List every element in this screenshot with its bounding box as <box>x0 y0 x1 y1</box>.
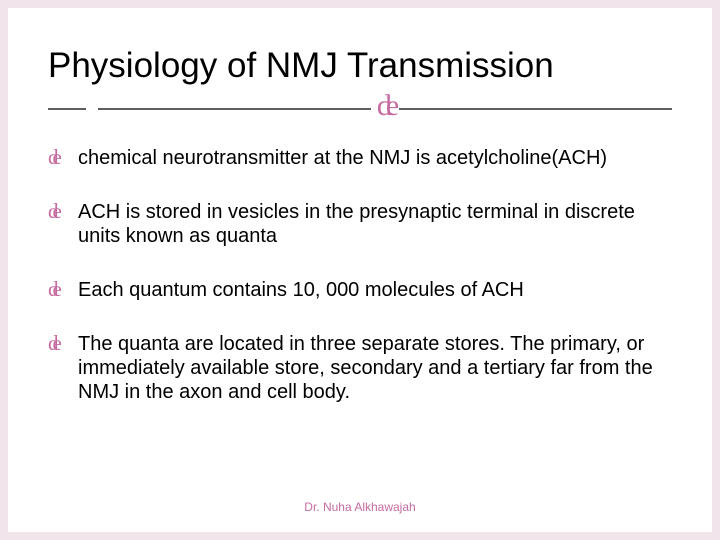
flourish-bullet-icon: de <box>48 333 56 354</box>
divider-line-right <box>399 108 672 110</box>
bullet-text: chemical neurotransmitter at the NMJ is … <box>78 147 607 169</box>
slide-title: Physiology of NMJ Transmission <box>48 46 672 86</box>
divider-line-left <box>98 108 371 110</box>
slide-footer: Dr. Nuha Alkhawajah <box>8 500 712 514</box>
flourish-bullet-icon: de <box>48 147 56 168</box>
list-item: de The quanta are located in three separ… <box>48 332 672 404</box>
bullet-text: Each quantum contains 10, 000 molecules … <box>78 279 524 301</box>
divider-line-left-short <box>48 108 86 110</box>
bullet-list: de chemical neurotransmitter at the NMJ … <box>48 146 672 404</box>
flourish-icon: de <box>371 97 399 115</box>
title-divider: de <box>48 100 672 118</box>
slide-card: Physiology of NMJ Transmission de de che… <box>8 8 712 532</box>
bullet-text: ACH is stored in vesicles in the presyna… <box>78 201 635 247</box>
list-item: de chemical neurotransmitter at the NMJ … <box>48 146 672 170</box>
flourish-bullet-icon: de <box>48 279 56 300</box>
list-item: de Each quantum contains 10, 000 molecul… <box>48 278 672 302</box>
list-item: de ACH is stored in vesicles in the pres… <box>48 200 672 248</box>
bullet-text: The quanta are located in three separate… <box>78 333 653 403</box>
flourish-bullet-icon: de <box>48 201 56 222</box>
